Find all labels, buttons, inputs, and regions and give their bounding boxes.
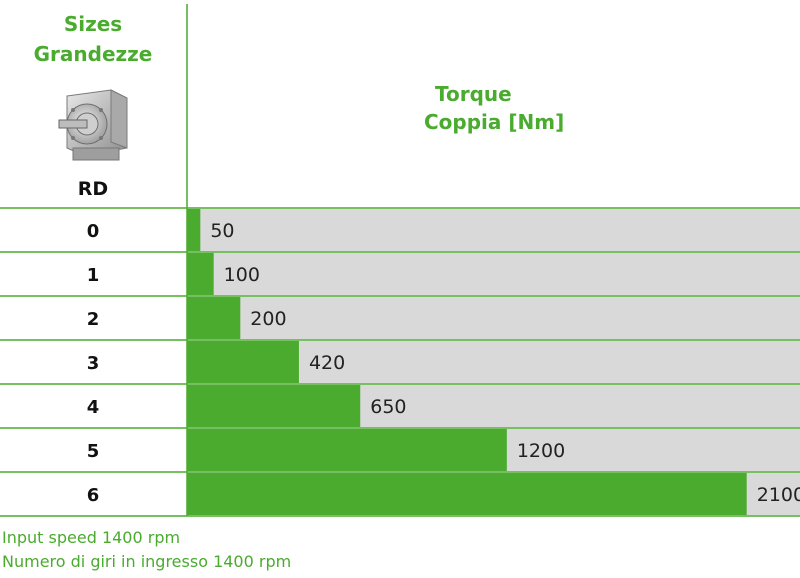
gearbox-icon [58,89,128,161]
torque-label: Torque [435,82,512,106]
category-label-4: 4 [87,397,100,418]
bar-2 [187,297,241,339]
bar-6 [187,473,747,515]
category-label-1: 1 [87,265,100,286]
footer-input-speed: Input speed 1400 rpm [2,528,181,547]
data-label-5: 1200 [517,440,565,462]
model-label: RD [77,178,109,200]
data-label-4: 650 [370,396,406,418]
bar-5 [187,429,507,471]
data-label-6: 2100 [757,484,800,506]
bar-track-2 [187,297,800,339]
data-label-1: 100 [224,264,260,286]
grandezze-label: Grandezze [33,42,153,66]
category-label-0: 0 [87,221,100,242]
category-label-6: 6 [87,485,100,506]
bar-3 [187,341,299,383]
category-label-3: 3 [87,353,100,374]
category-label-5: 5 [87,441,100,462]
bar-0 [187,209,201,251]
bar-1 [187,253,214,295]
category-label-2: 2 [87,309,100,330]
data-label-2: 200 [250,308,286,330]
bar-track-1 [187,253,800,295]
bar-4 [187,385,361,427]
data-label-3: 420 [309,352,345,374]
bar-track-0 [187,209,800,251]
footer-numero-giri: Numero di giri in ingresso 1400 rpm [2,552,292,571]
data-label-0: 50 [210,220,234,242]
coppia-label: Coppia [Nm] [424,110,565,134]
sizes-label: Sizes [63,12,123,36]
